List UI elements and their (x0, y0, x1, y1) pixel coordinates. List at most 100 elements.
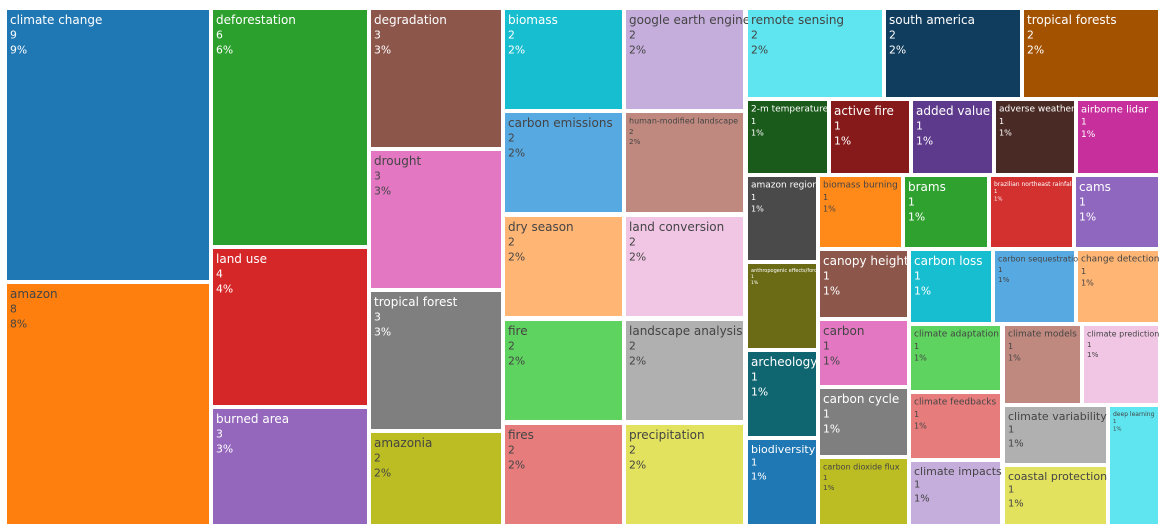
tile-share: 1% (751, 472, 767, 483)
tile-label: climate adaptation (914, 330, 999, 340)
tile-rect (1005, 467, 1106, 524)
tile-share: 6% (216, 44, 233, 57)
tile-rect (886, 10, 1020, 97)
tile-rect (905, 177, 987, 247)
tile-rect (626, 217, 743, 316)
tile-label: climate change (10, 13, 102, 27)
tile-label: carbon (823, 324, 864, 338)
tile-label: human-modified landscape (629, 117, 738, 126)
tile-rect (1024, 10, 1158, 97)
tile-value: 1 (1079, 195, 1086, 208)
tile-rect (820, 389, 907, 455)
tile-label: brazilian northeast rainfall (994, 181, 1073, 188)
tile-label: landscape analysis (629, 324, 743, 338)
tile-share: 1% (994, 197, 1003, 203)
tile-share: 2% (508, 147, 525, 160)
tile-rect (820, 177, 901, 247)
tile-value: 1 (823, 473, 828, 482)
tile-rect (748, 264, 816, 348)
tile-share: 1% (916, 135, 933, 148)
tile-share: 3% (216, 443, 233, 456)
tile-share: 1% (1087, 350, 1099, 359)
tile-share: 2% (1027, 44, 1044, 57)
tile-label: precipitation (629, 428, 705, 442)
tile-label: biomass (508, 13, 558, 27)
tile-share: 1% (1008, 439, 1024, 450)
tile-share: 1% (1079, 211, 1096, 224)
tile-rect (1110, 407, 1158, 524)
tile-value: 1 (1008, 484, 1014, 495)
tile-value: 1 (1081, 117, 1087, 127)
tile-label: fire (508, 324, 528, 338)
tile-value: 1 (823, 192, 828, 202)
tile-label: carbon sequestration (998, 255, 1083, 264)
tile-rect (748, 177, 816, 260)
tile-rect (820, 251, 907, 317)
tile-share: 2% (629, 459, 646, 472)
tile-share: 2% (629, 355, 646, 368)
tile-share: 1% (751, 127, 764, 137)
tile-value: 1 (914, 341, 919, 351)
tile-label: airborne lidar (1081, 104, 1149, 115)
tile-value: 2 (889, 28, 896, 41)
tile-share: 4% (216, 283, 233, 296)
tile-share: 1% (914, 420, 927, 430)
tile-value: 1 (914, 269, 921, 282)
tile-label: adverse weather (999, 105, 1075, 115)
tile-value: 1 (994, 189, 997, 195)
tile-label: active fire (834, 104, 894, 118)
tile-share: 9% (10, 44, 27, 57)
tile-value: 2 (629, 443, 636, 456)
tile-value: 2 (1027, 28, 1034, 41)
tile-share: 1% (823, 285, 840, 298)
tile-label: coastal protection (1008, 470, 1107, 483)
tile-rect (1084, 326, 1158, 403)
tile-value: 2 (629, 339, 636, 352)
tile-label: fires (508, 428, 534, 442)
tile-rect (626, 113, 743, 212)
tile-value: 2 (508, 28, 515, 41)
tile-label: deforestation (216, 13, 296, 27)
tile-rect (748, 101, 827, 173)
tile-value: 2 (629, 235, 636, 248)
tile-value: 1 (1008, 341, 1013, 351)
tile-rect (831, 101, 909, 173)
tile-share: 1% (751, 203, 764, 213)
tile-rect (505, 425, 622, 524)
tile-label: land use (216, 252, 267, 266)
tile-rect (626, 10, 743, 109)
tile-label: deep learning (1113, 411, 1155, 418)
tile-value: 1 (751, 116, 756, 126)
tile-value: 1 (1113, 419, 1116, 425)
tile-label: land conversion (629, 220, 724, 234)
tile-rect (626, 321, 743, 420)
tile-label: biomass burning (823, 181, 898, 191)
tile-rect (820, 321, 907, 385)
tile-value: 1 (751, 457, 757, 468)
tile-share: 2% (508, 251, 525, 264)
tile-rect (505, 113, 622, 212)
tile-value: 1 (751, 370, 758, 383)
tile-label: added value (916, 104, 990, 118)
tile-label: climate feedbacks (914, 398, 997, 408)
tile-share: 2% (508, 355, 525, 368)
